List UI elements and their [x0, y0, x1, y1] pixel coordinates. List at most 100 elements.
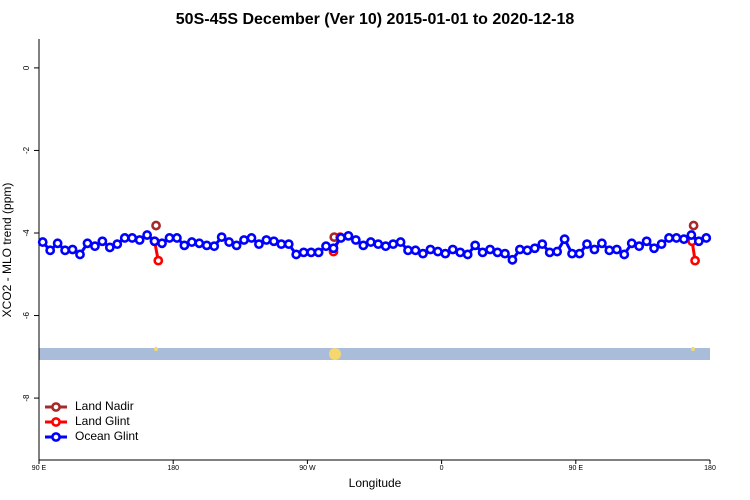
series-marker [455, 247, 466, 258]
series-marker [313, 247, 324, 258]
series-marker [254, 239, 264, 250]
series-marker [373, 239, 384, 250]
x-tick-label: 180 [167, 465, 179, 472]
chart-title: 50S-45S December (Ver 10) 2015-01-01 to … [176, 11, 575, 28]
y-tick-label: 0 [22, 65, 31, 70]
series-marker [507, 254, 518, 265]
series-marker [224, 237, 235, 247]
series-marker [321, 241, 331, 252]
series-marker [596, 238, 607, 249]
series-marker [119, 233, 130, 243]
series-marker [688, 220, 699, 231]
series-marker [604, 245, 615, 256]
series-marker [151, 220, 161, 231]
x-tick-label: 90 W [299, 465, 316, 472]
legend-marker [51, 417, 61, 427]
series-marker [619, 249, 630, 260]
series-marker [201, 240, 212, 251]
series-marker [418, 248, 428, 259]
series-marker [432, 246, 443, 257]
x-tick-label: 90 E [32, 465, 47, 472]
x-tick-label: 180 [704, 465, 716, 472]
series-marker [60, 245, 70, 256]
series-marker [306, 247, 317, 258]
series-marker [239, 235, 249, 245]
series-marker [395, 237, 406, 247]
series-marker [671, 233, 682, 243]
x-tick-label: 90 E [569, 465, 584, 472]
y-tick-label: -4 [22, 229, 31, 237]
series-marker [350, 235, 361, 245]
series-marker [529, 243, 540, 254]
series-marker [365, 237, 376, 247]
series-marker [403, 245, 413, 256]
series-marker [328, 243, 339, 254]
series-marker [127, 233, 138, 243]
series-marker [567, 248, 577, 259]
series-marker [291, 249, 302, 260]
series-marker [164, 233, 175, 243]
series-marker [276, 239, 287, 250]
series-marker [552, 246, 563, 257]
series-marker [664, 233, 674, 243]
series-marker [522, 245, 533, 256]
series-marker [485, 244, 495, 255]
series-marker [75, 249, 85, 260]
series-marker [336, 233, 346, 243]
series-marker [82, 238, 93, 249]
series-marker [470, 240, 481, 251]
series-marker [298, 247, 309, 258]
series-marker [157, 238, 167, 249]
series-marker [112, 239, 123, 250]
series-marker [641, 236, 652, 247]
series-marker [388, 239, 399, 250]
series-marker [90, 241, 100, 252]
series-marker [134, 235, 145, 245]
series-marker [679, 234, 689, 245]
series-marker [45, 245, 56, 256]
series-marker [283, 239, 294, 250]
series-marker [425, 244, 436, 255]
series-marker [97, 236, 108, 247]
series-marker [589, 244, 600, 255]
series-marker [582, 239, 592, 250]
series-marker [693, 236, 704, 247]
series-marker [574, 248, 585, 259]
y-tick-label: -8 [22, 394, 31, 402]
series-marker [246, 233, 257, 243]
series-marker [447, 244, 458, 255]
series-marker [656, 239, 667, 250]
series-marker [380, 241, 391, 252]
series-marker [626, 238, 637, 249]
coverage-dot [329, 348, 341, 360]
y-axis-label: XCO2 - MLO trend (ppm) [0, 183, 14, 318]
coverage-band [39, 348, 710, 360]
series-marker [209, 241, 220, 252]
coverage-dot [154, 347, 158, 351]
series-marker [492, 247, 503, 258]
series-marker [231, 240, 242, 251]
series-marker [179, 240, 190, 251]
series-marker [216, 232, 227, 243]
y-tick-label: -6 [22, 311, 31, 319]
series-marker [194, 238, 205, 249]
series-marker [611, 244, 622, 255]
series-marker [67, 244, 78, 255]
coverage-dot [691, 347, 695, 351]
series-marker [104, 242, 115, 253]
series-marker [440, 248, 451, 259]
series-marker [649, 243, 659, 254]
series-marker [172, 233, 182, 243]
legend-label: Ocean Glint [75, 429, 139, 443]
series-marker [701, 233, 712, 243]
series-marker [544, 247, 555, 258]
series-marker [37, 237, 48, 247]
legend-marker [51, 432, 61, 442]
series-marker [410, 245, 421, 256]
series-marker [500, 248, 510, 259]
series-marker [462, 249, 473, 260]
series-marker [358, 240, 369, 251]
series-marker [514, 244, 525, 255]
series-marker [268, 236, 279, 247]
